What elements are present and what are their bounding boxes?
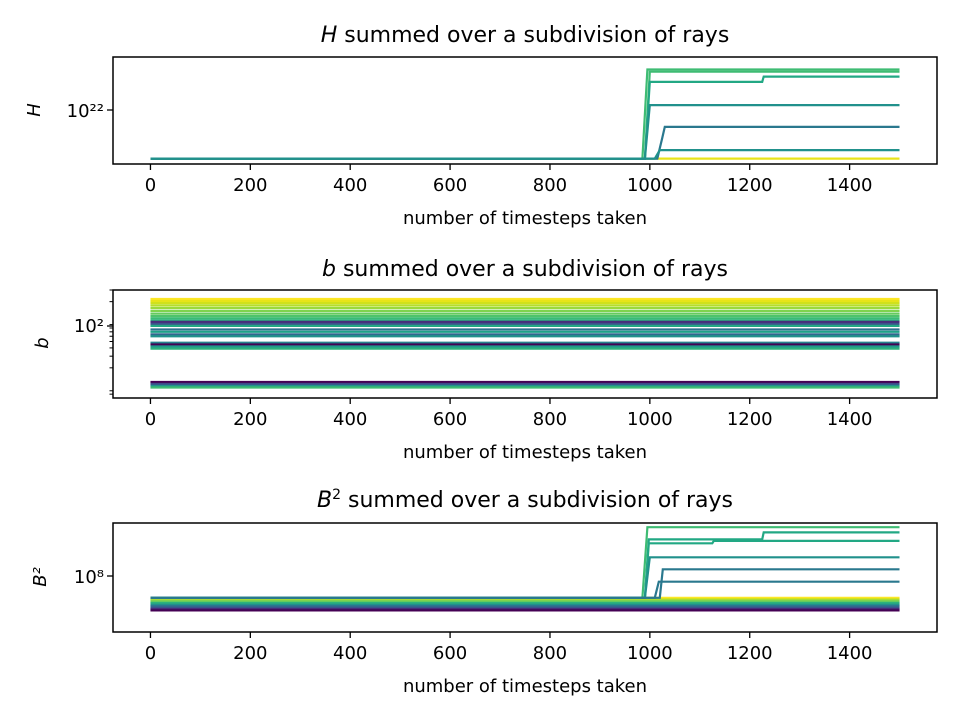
y-axis-label-h: H bbox=[24, 103, 45, 117]
series-line bbox=[150, 526, 900, 599]
plot-area-b bbox=[150, 297, 900, 389]
x-tick-label: 1400 bbox=[827, 175, 873, 196]
series-line bbox=[150, 568, 900, 599]
x-tick-label: 1200 bbox=[727, 643, 773, 664]
x-tick-label: 200 bbox=[233, 643, 267, 664]
x-tick-label: 1000 bbox=[627, 409, 673, 430]
y-axis-label-b: b bbox=[32, 337, 53, 348]
chart-title-h: H summed over a subdivision of rays bbox=[321, 23, 730, 48]
y-tick-label: 10² bbox=[74, 316, 104, 337]
x-axis-h: 0 200 400 600 800 1000 1200 1400 bbox=[145, 164, 873, 196]
y-tick-label: 10²² bbox=[67, 101, 104, 122]
x-tick-label: 400 bbox=[333, 409, 367, 430]
x-axis-label-b: number of timesteps taken bbox=[403, 442, 647, 463]
axes-frame-h bbox=[112, 56, 938, 165]
x-axis-b2: 0 200 400 600 800 1000 1200 1400 bbox=[145, 632, 873, 664]
series-line bbox=[150, 70, 900, 160]
y-minor-ticks-b bbox=[109, 289, 113, 395]
series-line bbox=[150, 531, 900, 599]
series-line bbox=[150, 75, 900, 160]
x-tick-label: 600 bbox=[433, 643, 467, 664]
x-tick-label: 1000 bbox=[627, 175, 673, 196]
y-tick-label: 10⁸ bbox=[74, 567, 104, 588]
x-tick-label: 800 bbox=[533, 409, 567, 430]
panel-b2: B2 summed over a subdivision of rays 0 20… bbox=[30, 487, 938, 697]
x-tick-label: 200 bbox=[233, 409, 267, 430]
chart-title-b2: B2 summed over a subdivision of rays bbox=[317, 487, 733, 513]
x-tick-label: 600 bbox=[433, 175, 467, 196]
plot-area-h bbox=[150, 68, 900, 160]
x-tick-label: 400 bbox=[333, 175, 367, 196]
series-line bbox=[150, 149, 900, 160]
x-tick-label: 1400 bbox=[827, 409, 873, 430]
x-tick-label: 0 bbox=[145, 175, 156, 196]
x-tick-label: 400 bbox=[333, 643, 367, 664]
x-tick-label: 1400 bbox=[827, 643, 873, 664]
x-tick-label: 0 bbox=[145, 409, 156, 430]
x-tick-label: 1200 bbox=[727, 175, 773, 196]
series-line bbox=[150, 556, 900, 599]
series-line bbox=[150, 580, 900, 599]
plot-area-b2 bbox=[150, 526, 900, 612]
x-tick-label: 1200 bbox=[727, 409, 773, 430]
y-axis-label-b2: B² bbox=[30, 567, 51, 587]
x-tick-label: 0 bbox=[145, 643, 156, 664]
series-line bbox=[150, 125, 900, 160]
x-tick-label: 200 bbox=[233, 175, 267, 196]
panel-b: b summed over a subdivision of rays 0 200… bbox=[32, 257, 938, 463]
x-tick-label: 1000 bbox=[627, 643, 673, 664]
panel-h: H summed over a subdivision of rays 0 200… bbox=[24, 23, 938, 229]
x-tick-label: 600 bbox=[433, 409, 467, 430]
axes-frame-b bbox=[112, 289, 938, 399]
x-tick-label: 800 bbox=[533, 175, 567, 196]
axes-frame-b2 bbox=[112, 522, 938, 633]
series-line bbox=[150, 68, 900, 160]
x-axis-label-b2: number of timesteps taken bbox=[403, 676, 647, 697]
x-axis-b: 0 200 400 600 800 1000 1200 1400 bbox=[145, 398, 873, 430]
x-axis-label-h: number of timesteps taken bbox=[403, 208, 647, 229]
x-tick-label: 800 bbox=[533, 643, 567, 664]
chart-title-b: b summed over a subdivision of rays bbox=[322, 257, 728, 282]
